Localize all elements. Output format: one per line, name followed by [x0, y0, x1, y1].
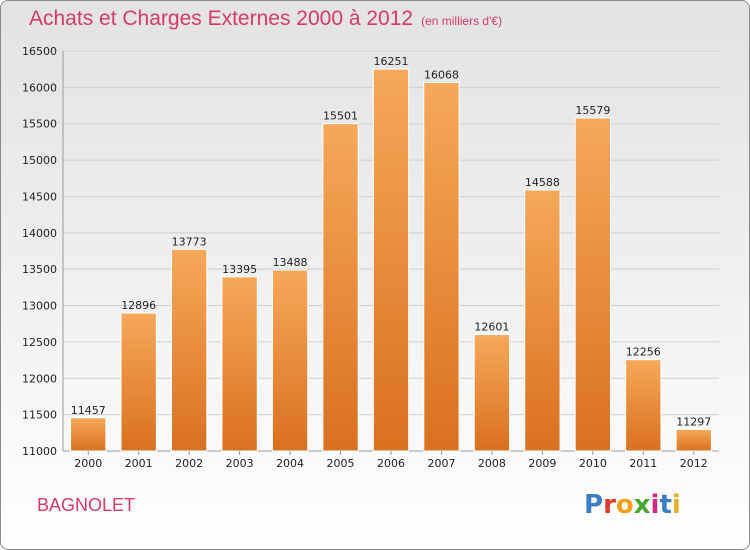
bar	[322, 123, 359, 452]
x-tick-label: 2011	[629, 457, 657, 470]
x-tick-label: 2000	[74, 457, 102, 470]
data-label: 11457	[71, 404, 106, 417]
data-label: 13773	[172, 235, 207, 248]
y-tick-label: 15000	[22, 154, 57, 167]
y-tick-label: 12000	[22, 372, 57, 385]
data-label: 11297	[676, 415, 711, 428]
data-label: 12896	[121, 299, 156, 312]
data-label: 13395	[222, 263, 257, 276]
data-label: 13488	[273, 256, 308, 269]
y-tick-label: 13500	[22, 263, 57, 276]
data-label: 12601	[474, 321, 509, 334]
data-label: 12256	[626, 346, 661, 359]
bar	[70, 417, 107, 452]
bar	[170, 248, 208, 452]
y-tick-label: 13000	[22, 300, 57, 313]
logo-letter: r	[603, 490, 616, 520]
y-tick-label: 11000	[22, 445, 57, 458]
x-tick-label: 2003	[226, 457, 254, 470]
data-label: 15579	[575, 104, 610, 117]
y-tick-label: 11500	[22, 409, 57, 422]
bar	[221, 276, 258, 452]
logo-letter: i	[671, 490, 681, 520]
y-tick-label: 16000	[22, 81, 57, 94]
data-label: 16068	[424, 68, 459, 81]
bar	[675, 428, 712, 452]
x-tick-label: 2005	[327, 457, 355, 470]
x-tick-label: 2009	[528, 457, 556, 470]
bar	[372, 68, 410, 452]
x-tick-label: 2002	[175, 457, 203, 470]
commune-name: BAGNOLET	[37, 495, 136, 515]
data-label: 16251	[374, 55, 409, 68]
x-tick-label: 2008	[478, 457, 506, 470]
bar	[625, 359, 662, 452]
x-tick-label: 2001	[125, 457, 153, 470]
x-tick-label: 2006	[377, 457, 405, 470]
bar	[473, 334, 511, 452]
unit-label: (en milliers d'€)	[421, 14, 503, 28]
x-tick-label: 2007	[427, 457, 455, 470]
bar	[574, 117, 612, 452]
y-tick-label: 14000	[22, 227, 57, 240]
title-text: Achats et Charges Externes 2000 à 2012	[29, 7, 414, 30]
y-tick-label: 15500	[22, 118, 57, 131]
y-tick-label: 14500	[22, 190, 57, 203]
logo-letter: x	[633, 490, 651, 520]
logo-letter: o	[615, 490, 634, 520]
logo-letter: t	[659, 490, 672, 520]
y-tick-label: 16500	[22, 45, 57, 58]
x-tick-label: 2010	[579, 457, 607, 470]
logo-letter: i	[650, 490, 660, 520]
chart-title: Achats et Charges Externes 2000 à 2012 (e…	[29, 7, 502, 31]
data-label: 14588	[525, 176, 560, 189]
bar	[271, 269, 309, 452]
x-tick-label: 2012	[680, 457, 708, 470]
bar	[423, 81, 460, 452]
y-tick-label: 12500	[22, 336, 57, 349]
bar	[120, 312, 157, 452]
proxiti-logo: Proxiti	[584, 490, 681, 520]
x-tick-label: 2004	[276, 457, 304, 470]
data-label: 15501	[323, 110, 358, 123]
bar	[524, 189, 561, 452]
logo-letter: P	[584, 490, 604, 520]
